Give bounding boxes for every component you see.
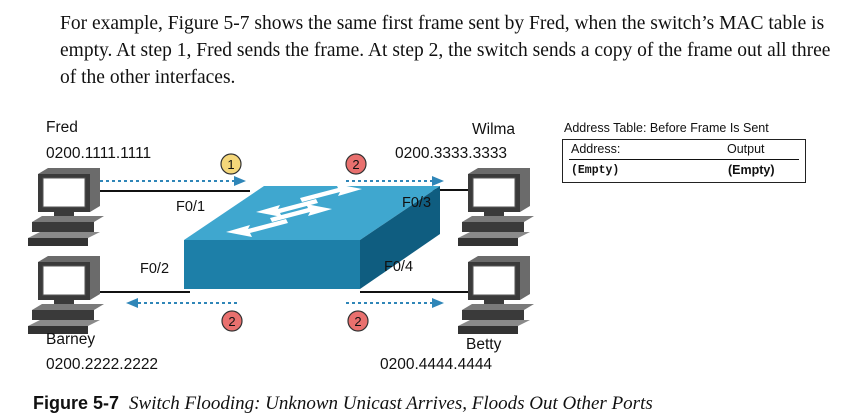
dashed-arrow-wilma	[346, 176, 444, 186]
port-label-betty: F0/4	[384, 259, 414, 275]
svg-text:1: 1	[227, 157, 234, 172]
dashed-arrow-step1	[100, 176, 246, 186]
svg-text:2: 2	[352, 157, 359, 172]
address-cell: (Empty)	[571, 164, 620, 177]
pc-icon-wilma	[457, 167, 535, 247]
host-mac-fred: 0200.1111.1111	[46, 145, 152, 162]
output-column-header: Output	[727, 142, 765, 156]
port-label-barney: F0/2	[140, 261, 170, 277]
svg-text:2: 2	[228, 314, 235, 329]
switch-icon	[184, 184, 440, 289]
address-column-header: Address:	[571, 142, 621, 156]
pc-icon-fred	[27, 167, 105, 247]
pc-icon-barney	[27, 255, 105, 335]
port-label-fred: F0/1	[176, 199, 206, 215]
host-name-barney: Barney	[46, 331, 96, 348]
host-name-wilma: Wilma	[472, 121, 516, 138]
step-badge-betty: 2	[347, 310, 369, 332]
host-name-betty: Betty	[466, 336, 502, 353]
figure-number: Figure 5-7	[33, 393, 120, 413]
dashed-arrow-barney	[126, 298, 240, 308]
figure-caption: Figure 5-7 Switch Flooding: Unknown Unica…	[33, 393, 653, 415]
host-mac-wilma: 0200.3333.3333	[395, 145, 508, 162]
intro-paragraph: For example, Figure 5-7 shows the same f…	[60, 13, 831, 88]
svg-text:2: 2	[354, 314, 361, 329]
dashed-arrow-betty	[346, 298, 444, 308]
step-badge-wilma: 2	[345, 153, 367, 175]
step-badge-fred: 1	[220, 153, 242, 175]
host-mac-barney: 0200.2222.2222	[46, 356, 159, 373]
host-name-fred: Fred	[46, 119, 78, 136]
host-mac-betty: 0200.4444.4444	[380, 356, 493, 373]
address-table-title: Address Table: Before Frame Is Sent	[564, 121, 769, 135]
pc-icon-betty	[457, 255, 535, 335]
figure-caption-text: Switch Flooding: Unknown Unicast Arrives…	[129, 393, 653, 414]
step-badge-barney: 2	[221, 310, 243, 332]
address-table: Address: Output (Empty) (Empty)	[562, 139, 806, 183]
output-cell: (Empty)	[728, 163, 775, 177]
table-header-rule	[569, 159, 799, 160]
port-label-wilma: F0/3	[402, 195, 432, 211]
